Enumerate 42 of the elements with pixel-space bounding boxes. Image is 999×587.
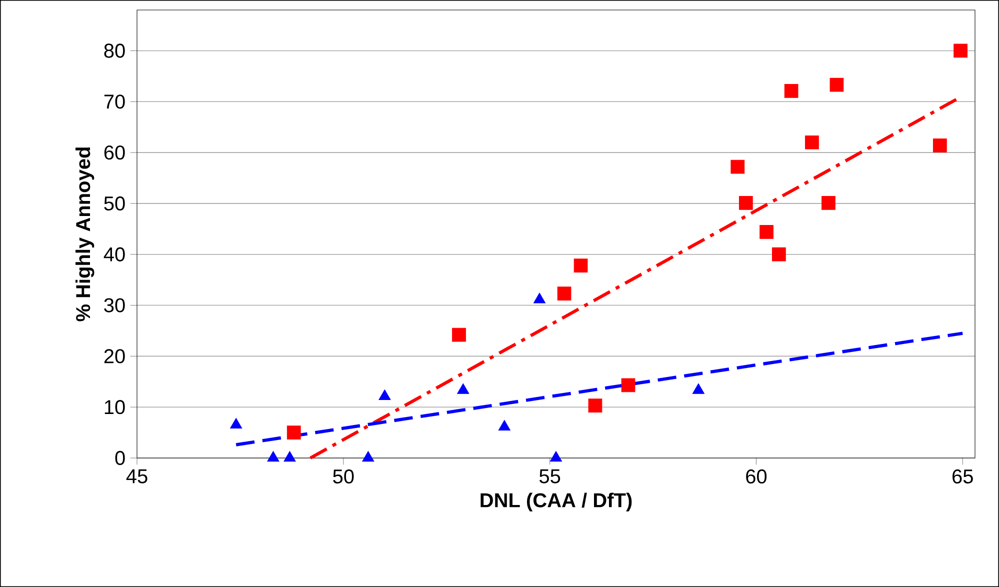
point <box>452 328 466 342</box>
x-tick-label: 55 <box>539 469 560 484</box>
point <box>822 196 836 210</box>
point <box>284 451 296 462</box>
y-tick-label: 40 <box>104 247 125 262</box>
x-axis-title: DNL (CAA / DfT) <box>480 492 632 512</box>
y-tick-label: 0 <box>115 450 125 466</box>
point <box>621 378 636 392</box>
x-tick-label: 65 <box>952 469 973 484</box>
x-tick-label: 50 <box>333 469 354 484</box>
point <box>533 292 546 304</box>
point <box>692 383 704 394</box>
point <box>267 451 280 462</box>
point <box>588 398 602 413</box>
point <box>550 451 562 462</box>
point <box>830 78 844 92</box>
point <box>784 84 798 98</box>
x-tick-label: 60 <box>746 469 767 484</box>
point <box>557 286 572 301</box>
y-tick-label: 50 <box>104 196 125 211</box>
y-tick-label: 20 <box>104 349 125 364</box>
y-axis-title: % Highly Annoyed <box>75 148 94 322</box>
point <box>457 383 470 394</box>
y-tick-label: 70 <box>104 94 125 109</box>
point <box>730 160 745 174</box>
point <box>230 418 242 429</box>
point <box>805 135 819 150</box>
point <box>932 138 947 152</box>
point <box>760 225 774 239</box>
point <box>378 389 391 400</box>
y-tick-label: 30 <box>104 298 125 312</box>
point <box>498 420 510 431</box>
y-tick-label: 10 <box>104 400 125 414</box>
x-tick-label: 45 <box>126 469 148 484</box>
point <box>738 196 753 210</box>
point <box>772 247 786 262</box>
point <box>574 258 588 273</box>
point <box>362 451 374 462</box>
point <box>286 426 301 440</box>
point <box>954 44 968 58</box>
y-tick-label: 80 <box>104 44 125 58</box>
y-tick-label: 60 <box>104 145 125 160</box>
